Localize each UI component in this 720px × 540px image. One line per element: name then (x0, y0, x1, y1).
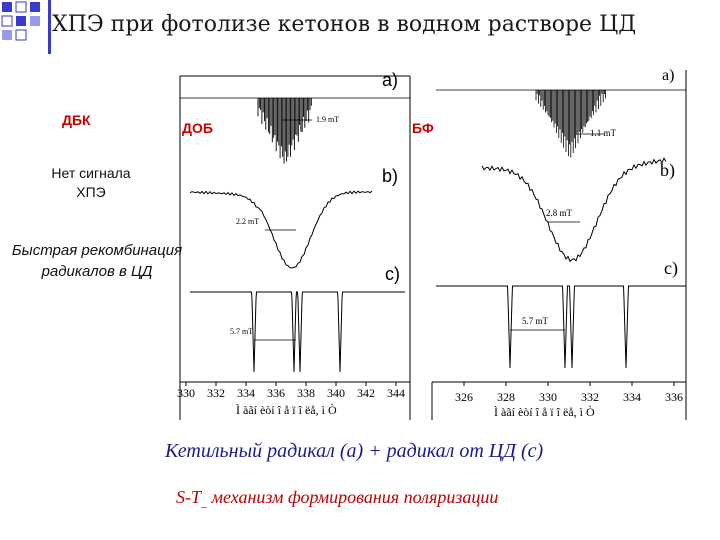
tick-label: 332 (581, 390, 599, 404)
right-spectrum-a-lines (535, 90, 606, 158)
right-scale-b-label: 2.8 mT (546, 208, 573, 218)
left-scale-b-label: 2.2 mT (236, 217, 259, 226)
st-mechanism-suffix: механизм формирования поляризации (211, 487, 499, 507)
right-panel-a-label: a) (662, 67, 674, 84)
left-spectrum-b-trace (189, 190, 373, 269)
right-x-ticks: 326 328 330 332 334 336 (455, 382, 683, 404)
st-mechanism-prefix: S-T (176, 487, 202, 507)
right-axis-label: Ì àãí èòí î å ï î ëå, ì Ò (494, 405, 595, 419)
tick-label: 344 (387, 386, 405, 400)
right-scale-c-label: 5.7 mT (522, 316, 549, 326)
tick-label: 336 (267, 386, 285, 400)
bottom-statement-radicals: Кетильный радикал (a) + радикал от ЦД (c… (165, 440, 544, 462)
fast-recomb-line1: Быстрая рекомбинация (11, 242, 183, 259)
tick-label: 336 (665, 390, 683, 404)
slide-title: ХПЭ при фотолизе кетонов в водном раство… (52, 12, 637, 37)
tick-label: 330 (539, 390, 557, 404)
right-panel-b-label: b) (660, 160, 675, 181)
tick-label: 332 (207, 386, 225, 400)
no-signal-line2: ХПЭ (76, 184, 106, 200)
right-scale-a-label: 1.1 mT (590, 128, 617, 138)
left-panel-b-label: b) (382, 166, 398, 186)
fast-recomb-line2: радикалов в ЦД (41, 263, 153, 280)
right-spectrum-b-trace (481, 157, 667, 263)
left-panel-a-label: a) (382, 70, 398, 90)
header-squares-decoration (1, 1, 40, 41)
no-signal-line1: Нет сигнала (51, 165, 131, 181)
tick-label: 326 (455, 390, 473, 404)
tick-label: 334 (623, 390, 641, 404)
left-axis-label: Ì àãí èòí î å ï î ëå, ì Ò (236, 403, 337, 417)
no-signal-label: Нет сигнала ХПЭ (36, 164, 146, 202)
bottom-statement-mechanism: S-T_ механизм формирования поляризации (176, 487, 499, 509)
tick-label: 334 (237, 386, 255, 400)
left-x-ticks: 330 332 334 336 338 340 342 344 (177, 382, 405, 400)
left-spectrum-a-lines (257, 98, 312, 164)
left-panel-c-label: c) (385, 264, 400, 284)
right-spectrum-c-trace (436, 285, 686, 369)
fast-recombination-label: Быстрая рекомбинация радикалов в ЦД (6, 240, 188, 282)
label-dob: ДОБ (182, 120, 213, 136)
tick-label: 338 (297, 386, 315, 400)
header-vertical-bar (48, 0, 51, 54)
left-scale-c-label: 5.7 mT (230, 327, 253, 336)
tick-label: 342 (357, 386, 375, 400)
label-dbk: ДБК (62, 112, 91, 128)
left-spectrum-c-trace (190, 291, 405, 373)
label-bf: БФ (412, 120, 434, 136)
tick-label: 328 (497, 390, 515, 404)
tick-label: 330 (177, 386, 195, 400)
right-panel-c-label: c) (664, 258, 678, 279)
tick-label: 340 (327, 386, 345, 400)
left-scale-a-label: 1.9 mT (316, 115, 339, 124)
